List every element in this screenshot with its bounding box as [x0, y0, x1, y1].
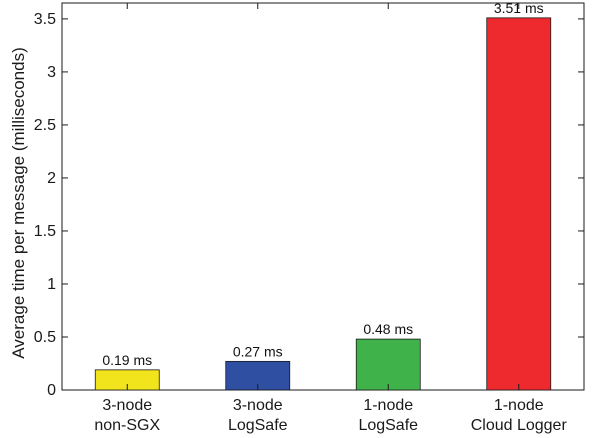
data-label: 3.51 ms — [494, 0, 544, 16]
x-tick-label: 1-node — [363, 397, 413, 414]
data-label: 0.48 ms — [363, 321, 413, 337]
plot-frame — [61, 2, 585, 391]
y-tick-label: 0 — [47, 382, 56, 399]
bar — [355, 338, 421, 391]
x-tick-label: non-SGX — [94, 417, 160, 434]
plot-area: 0 0.5 1 1.5 2 2.5 3 3.5 0.19 ms 3-node non-SGX 0.27… — [34, 0, 585, 434]
y-tick-label: 1 — [47, 276, 56, 293]
x-tick-label: LogSafe — [358, 417, 418, 434]
x-tick-label: 3-node — [102, 397, 152, 414]
y-tick-label: 0.5 — [34, 329, 56, 346]
x-tick-label: LogSafe — [228, 417, 288, 434]
x-tick-label: 3-node — [233, 397, 283, 414]
data-label: 0.19 ms — [102, 352, 152, 368]
y-tick-label: 3 — [47, 64, 56, 81]
y-axis-title: Average time per message (milliseconds) — [9, 47, 28, 358]
x-tick-label: 1-node — [494, 397, 544, 414]
y-tick-label: 1.5 — [34, 223, 56, 240]
y-tick-label: 3.5 — [34, 11, 56, 28]
data-label: 0.27 ms — [233, 343, 283, 359]
x-tick-label: Cloud Logger — [471, 417, 568, 434]
y-tick-label: 2.5 — [34, 117, 56, 134]
bar — [486, 17, 552, 391]
y-tick-label: 2 — [47, 170, 56, 187]
